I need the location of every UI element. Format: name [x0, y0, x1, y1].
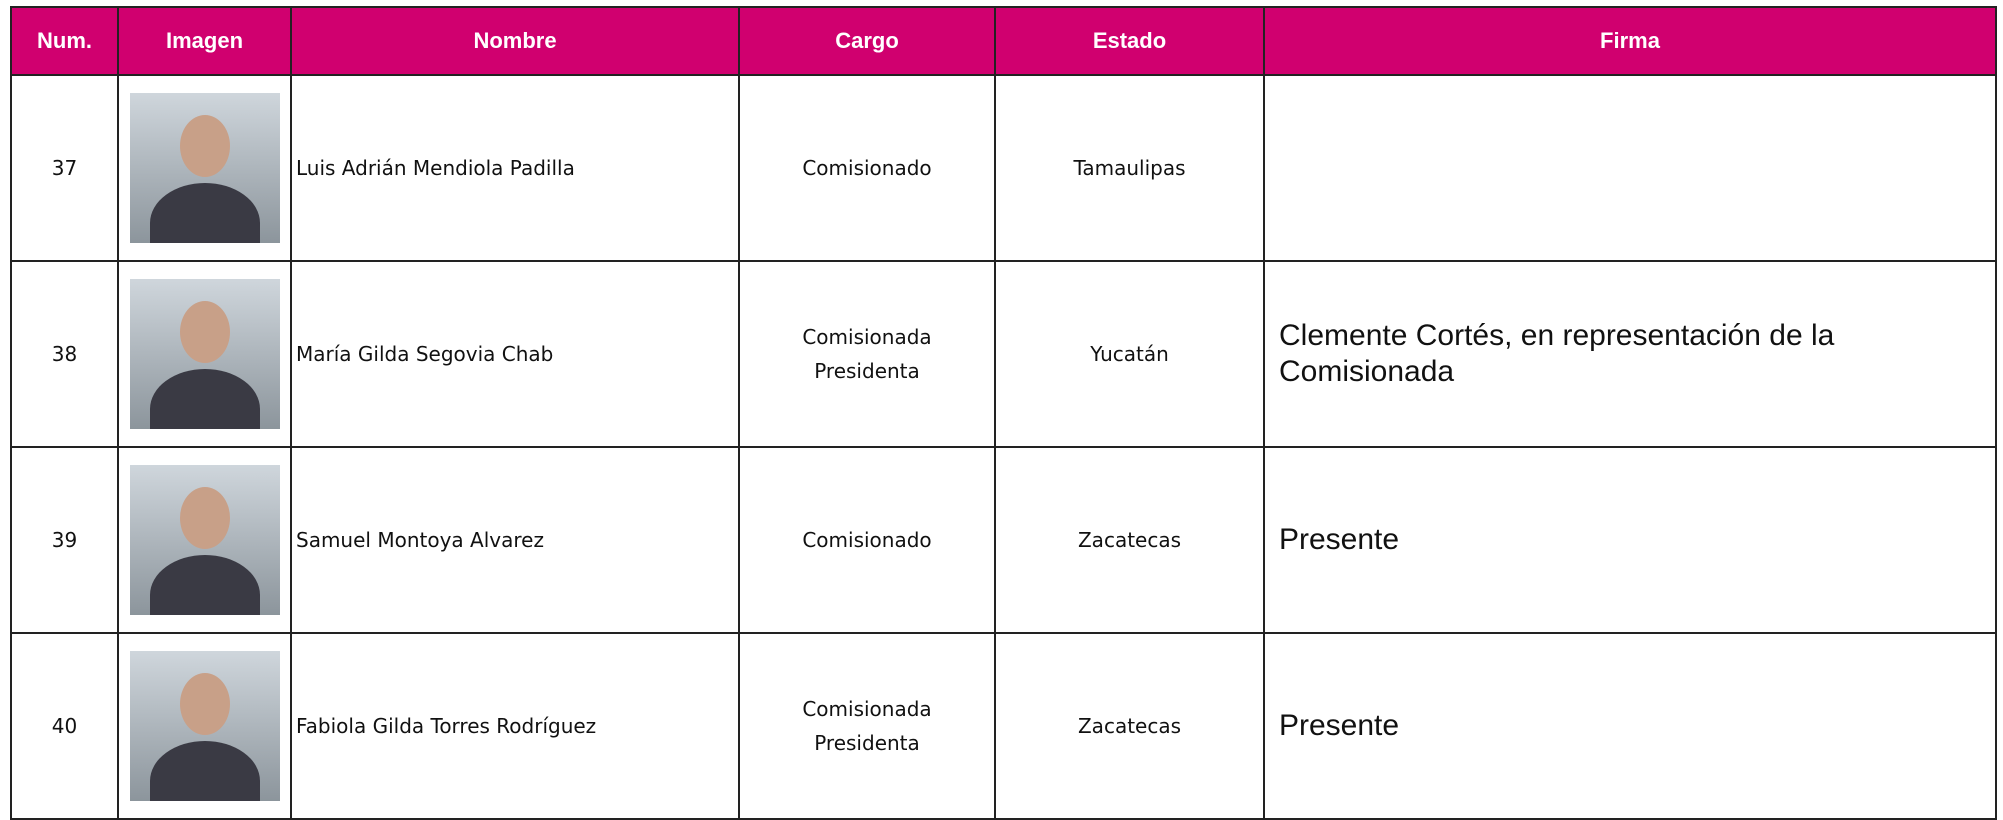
- roster-table: Num. Imagen Nombre Cargo Estado Firma 37 Luis …: [10, 6, 1997, 820]
- table-row: 40 Fabiola Gilda Torres Rodríguez Comision…: [10, 632, 1997, 820]
- num-cell: 37: [10, 74, 119, 262]
- nombre-cell: Samuel Montoya Alvarez: [290, 446, 740, 634]
- table-row: 39 Samuel Montoya Alvarez Comisionado Zacat…: [10, 446, 1997, 634]
- photo: [129, 279, 280, 429]
- firma-cell: Clemente Cortés, en representación de la…: [1263, 260, 1997, 448]
- estado-cell: Yucatán: [994, 260, 1265, 448]
- num-cell: 39: [10, 446, 119, 634]
- photo-head: [179, 115, 230, 177]
- header-row: Num. Imagen Nombre Cargo Estado Firma: [10, 6, 1997, 76]
- cargo-text: Comisionado: [802, 156, 932, 180]
- cargo-cell: Comisionado: [738, 446, 996, 634]
- photo-body: [149, 369, 260, 429]
- num-cell: 40: [10, 632, 119, 820]
- photo-head: [179, 301, 230, 363]
- firma-cell: [1263, 74, 1997, 262]
- column-header: Imagen: [117, 6, 292, 76]
- image-cell: [117, 74, 292, 262]
- nombre-cell: Fabiola Gilda Torres Rodríguez: [290, 632, 740, 820]
- cargo-cell: Comisionada Presidenta: [738, 632, 996, 820]
- cargo-text: Comisionada Presidenta: [802, 697, 932, 755]
- estado-cell: Zacatecas: [994, 632, 1265, 820]
- firma-cell: Presente: [1263, 446, 1997, 634]
- estado-cell: Zacatecas: [994, 446, 1265, 634]
- photo-head: [179, 487, 230, 549]
- column-header: Cargo: [738, 6, 996, 76]
- photo: [129, 93, 280, 243]
- table-row: 37 Luis Adrián Mendiola Padilla Comisionad…: [10, 74, 1997, 262]
- column-header: Firma: [1263, 6, 1997, 76]
- cargo-cell: Comisionado: [738, 74, 996, 262]
- cargo-text: Comisionada Presidenta: [802, 325, 932, 383]
- photo-head: [179, 673, 230, 735]
- image-cell: [117, 260, 292, 448]
- photo: [129, 651, 280, 801]
- photo-body: [149, 183, 260, 243]
- photo-body: [149, 555, 260, 615]
- estado-cell: Tamaulipas: [994, 74, 1265, 262]
- column-header: Nombre: [290, 6, 740, 76]
- num-cell: 38: [10, 260, 119, 448]
- firma-cell: Presente: [1263, 632, 1997, 820]
- table-row: 38 María Gilda Segovia Chab Comisionada Pr…: [10, 260, 1997, 448]
- cargo-text: Comisionado: [802, 528, 932, 552]
- cargo-cell: Comisionada Presidenta: [738, 260, 996, 448]
- column-header: Estado: [994, 6, 1265, 76]
- nombre-cell: María Gilda Segovia Chab: [290, 260, 740, 448]
- nombre-cell: Luis Adrián Mendiola Padilla: [290, 74, 740, 262]
- image-cell: [117, 446, 292, 634]
- photo: [129, 465, 280, 615]
- table-body: 37 Luis Adrián Mendiola Padilla Comisionad…: [10, 74, 1997, 820]
- column-header: Num.: [10, 6, 119, 76]
- image-cell: [117, 632, 292, 820]
- photo-body: [149, 741, 260, 801]
